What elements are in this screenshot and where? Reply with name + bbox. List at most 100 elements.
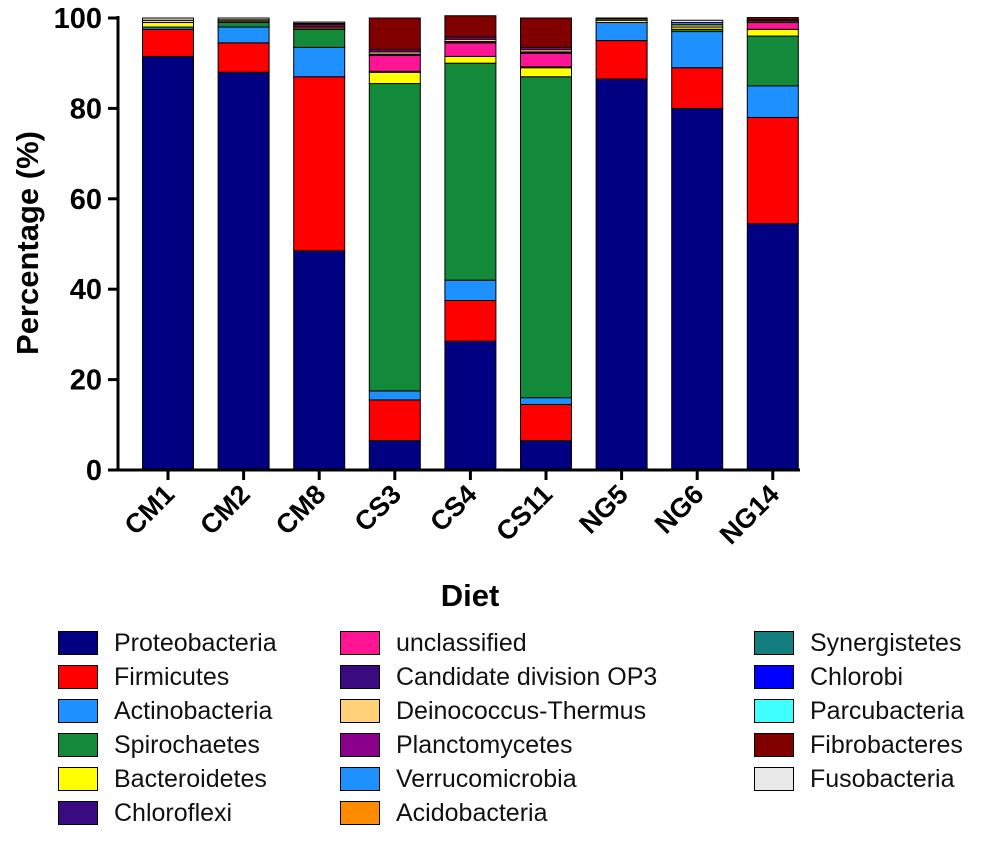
legend-label: Proteobacteria — [114, 628, 277, 657]
legend-label: Firmicutes — [114, 662, 230, 691]
bar-segment-CM1-proteobacteria — [142, 55, 194, 471]
x-tick-label-ng14: NG14 — [714, 479, 785, 550]
legend-item: Synergistetes — [754, 626, 964, 660]
legend-swatch — [340, 733, 380, 757]
bar-segment-NG14-actinobacteria — [746, 85, 799, 118]
legend-item: unclassified — [340, 626, 657, 660]
bar-segment-CS11-fibrobacteres — [520, 17, 572, 48]
bar-segment-CM2-firmicutes — [217, 42, 270, 73]
bar-segment-CM2-actinobacteria — [217, 26, 270, 44]
y-axis-label: Percentage (%) — [10, 131, 45, 355]
bar-segment-CM2-proteobacteria — [217, 71, 270, 471]
legend-label: Chlorobi — [810, 662, 904, 691]
bar-segment-CS11-firmicutes — [520, 403, 572, 442]
y-tick-label: 20 — [70, 365, 102, 397]
bar-segment-CM1-fusobacteria — [142, 17, 194, 21]
legend-swatch — [754, 699, 794, 723]
legend-swatch — [340, 631, 380, 655]
bar-segment-CM8-spirochaetes — [293, 28, 346, 48]
legend-item: Chloroflexi — [58, 796, 277, 830]
bar-segment-NG6-proteobacteria — [671, 107, 724, 471]
x-ticks-group: CM1 CM2 CM8 CS3 CS4 CS11 NG5 NG6 NG14 — [119, 470, 785, 550]
legend-label: Synergistetes — [810, 628, 962, 657]
bar-segment-CS11-bacteroidetes — [520, 67, 572, 78]
bars-group — [142, 15, 799, 471]
y-tick-label: 100 — [54, 3, 102, 35]
legend-label: Parcubacteria — [810, 696, 965, 725]
legend-item: Parcubacteria — [754, 694, 964, 728]
legend-swatch — [58, 767, 98, 791]
legend-column: Synergistetes Chlorobi Parcubacteria Fibrob… — [754, 626, 964, 796]
bar-segment-CS4-proteobacteria — [444, 340, 497, 471]
bar-segment-CS3-fibrobacteres — [368, 17, 421, 51]
legend-swatch — [340, 801, 380, 825]
legend-swatch — [754, 631, 794, 655]
bar-segment-NG14-bacteroidetes — [746, 28, 799, 37]
legend-label: Spirochaetes — [114, 730, 260, 759]
legend-column: Proteobacteria Firmicutes Actinobacteria Sp… — [58, 626, 277, 830]
y-tick-label: 80 — [70, 93, 102, 125]
legend-swatch — [754, 767, 794, 791]
legend-label: Actinobacteria — [114, 696, 273, 725]
legend-swatch — [340, 699, 380, 723]
x-tick-label-cs4: CS4 — [424, 479, 482, 537]
legend-swatch — [58, 699, 98, 723]
bar-segment-CS11-actinobacteria — [520, 397, 572, 405]
bar-segment-CS4-spirochaetes — [444, 62, 497, 281]
bar-segment-CS3-spirochaetes — [368, 83, 421, 392]
legend-swatch — [58, 733, 98, 757]
y-tick-label: 40 — [70, 274, 102, 306]
legend-label: Acidobacteria — [396, 798, 548, 827]
legend-swatch — [58, 801, 98, 825]
bar-segment-CS4-firmicutes — [444, 300, 497, 342]
bar-segment-CS4-fibrobacteres — [444, 15, 497, 38]
bar-segment-NG5-fusobacteria — [595, 17, 648, 20]
bar-segment-NG6-fusobacteria — [671, 19, 724, 24]
bar-segment-NG6-actinobacteria — [671, 31, 724, 69]
legend-item: Verrucomicrobia — [340, 762, 657, 796]
legend-label: Verrucomicrobia — [396, 764, 577, 793]
legend-column: unclassified Candidate division OP3 Deinoc… — [340, 626, 657, 830]
bar-segment-CM1-firmicutes — [142, 28, 194, 57]
legend-swatch — [340, 665, 380, 689]
bar-segment-CS4-bacteroidetes — [444, 55, 497, 64]
legend-item: Proteobacteria — [58, 626, 277, 660]
legend-label: Planctomycetes — [396, 730, 573, 759]
bar-segment-CS11-proteobacteria — [520, 440, 572, 471]
bar-segment-CM2-fusobacteria — [217, 17, 270, 21]
legend-swatch — [58, 665, 98, 689]
bar-segment-NG14-unclassified — [746, 22, 799, 30]
y-tick-label: 0 — [86, 455, 102, 487]
bar-segment-NG5-actinobacteria — [595, 22, 648, 42]
axes-group — [116, 16, 800, 472]
bar-segment-NG14-proteobacteria — [746, 223, 799, 471]
legend-item: Spirochaetes — [58, 728, 277, 762]
legend-label: Fusobacteria — [810, 764, 955, 793]
legend-swatch — [58, 631, 98, 655]
x-tick-label-cs3: CS3 — [349, 479, 407, 537]
bar-segment-CS3-unclassified — [368, 55, 421, 72]
legend-item: Bacteroidetes — [58, 762, 277, 796]
x-tick-label-ng5: NG5 — [573, 479, 633, 539]
bar-segment-NG5-proteobacteria — [595, 78, 648, 471]
bar-segment-NG6-firmicutes — [671, 67, 724, 109]
bar-segment-CM8-fusobacteria — [293, 21, 346, 24]
bar-segment-CS3-actinobacteria — [368, 390, 421, 401]
legend-item: Actinobacteria — [58, 694, 277, 728]
bar-segment-CM8-actinobacteria — [293, 46, 346, 78]
legend-item: Chlorobi — [754, 660, 964, 694]
bar-segment-NG14-fibrobacteres — [746, 17, 799, 21]
legend-item: Candidate division OP3 — [340, 660, 657, 694]
legend-label: Deinococcus-Thermus — [396, 696, 647, 725]
legend-item: Deinococcus-Thermus — [340, 694, 657, 728]
x-tick-label-cm1: CM1 — [119, 479, 181, 541]
bar-segment-CS11-unclassified — [520, 52, 572, 68]
x-tick-label-cm2: CM2 — [194, 479, 256, 541]
legend-label: Chloroflexi — [114, 798, 233, 827]
bar-segment-CM2-spirochaetes — [217, 22, 270, 28]
x-axis-label: Diet — [441, 578, 500, 613]
legend-label: Bacteroidetes — [114, 764, 267, 793]
legend-item: Acidobacteria — [340, 796, 657, 830]
legend-label: Fibrobacteres — [810, 730, 963, 759]
bar-segment-NG14-firmicutes — [746, 116, 799, 225]
